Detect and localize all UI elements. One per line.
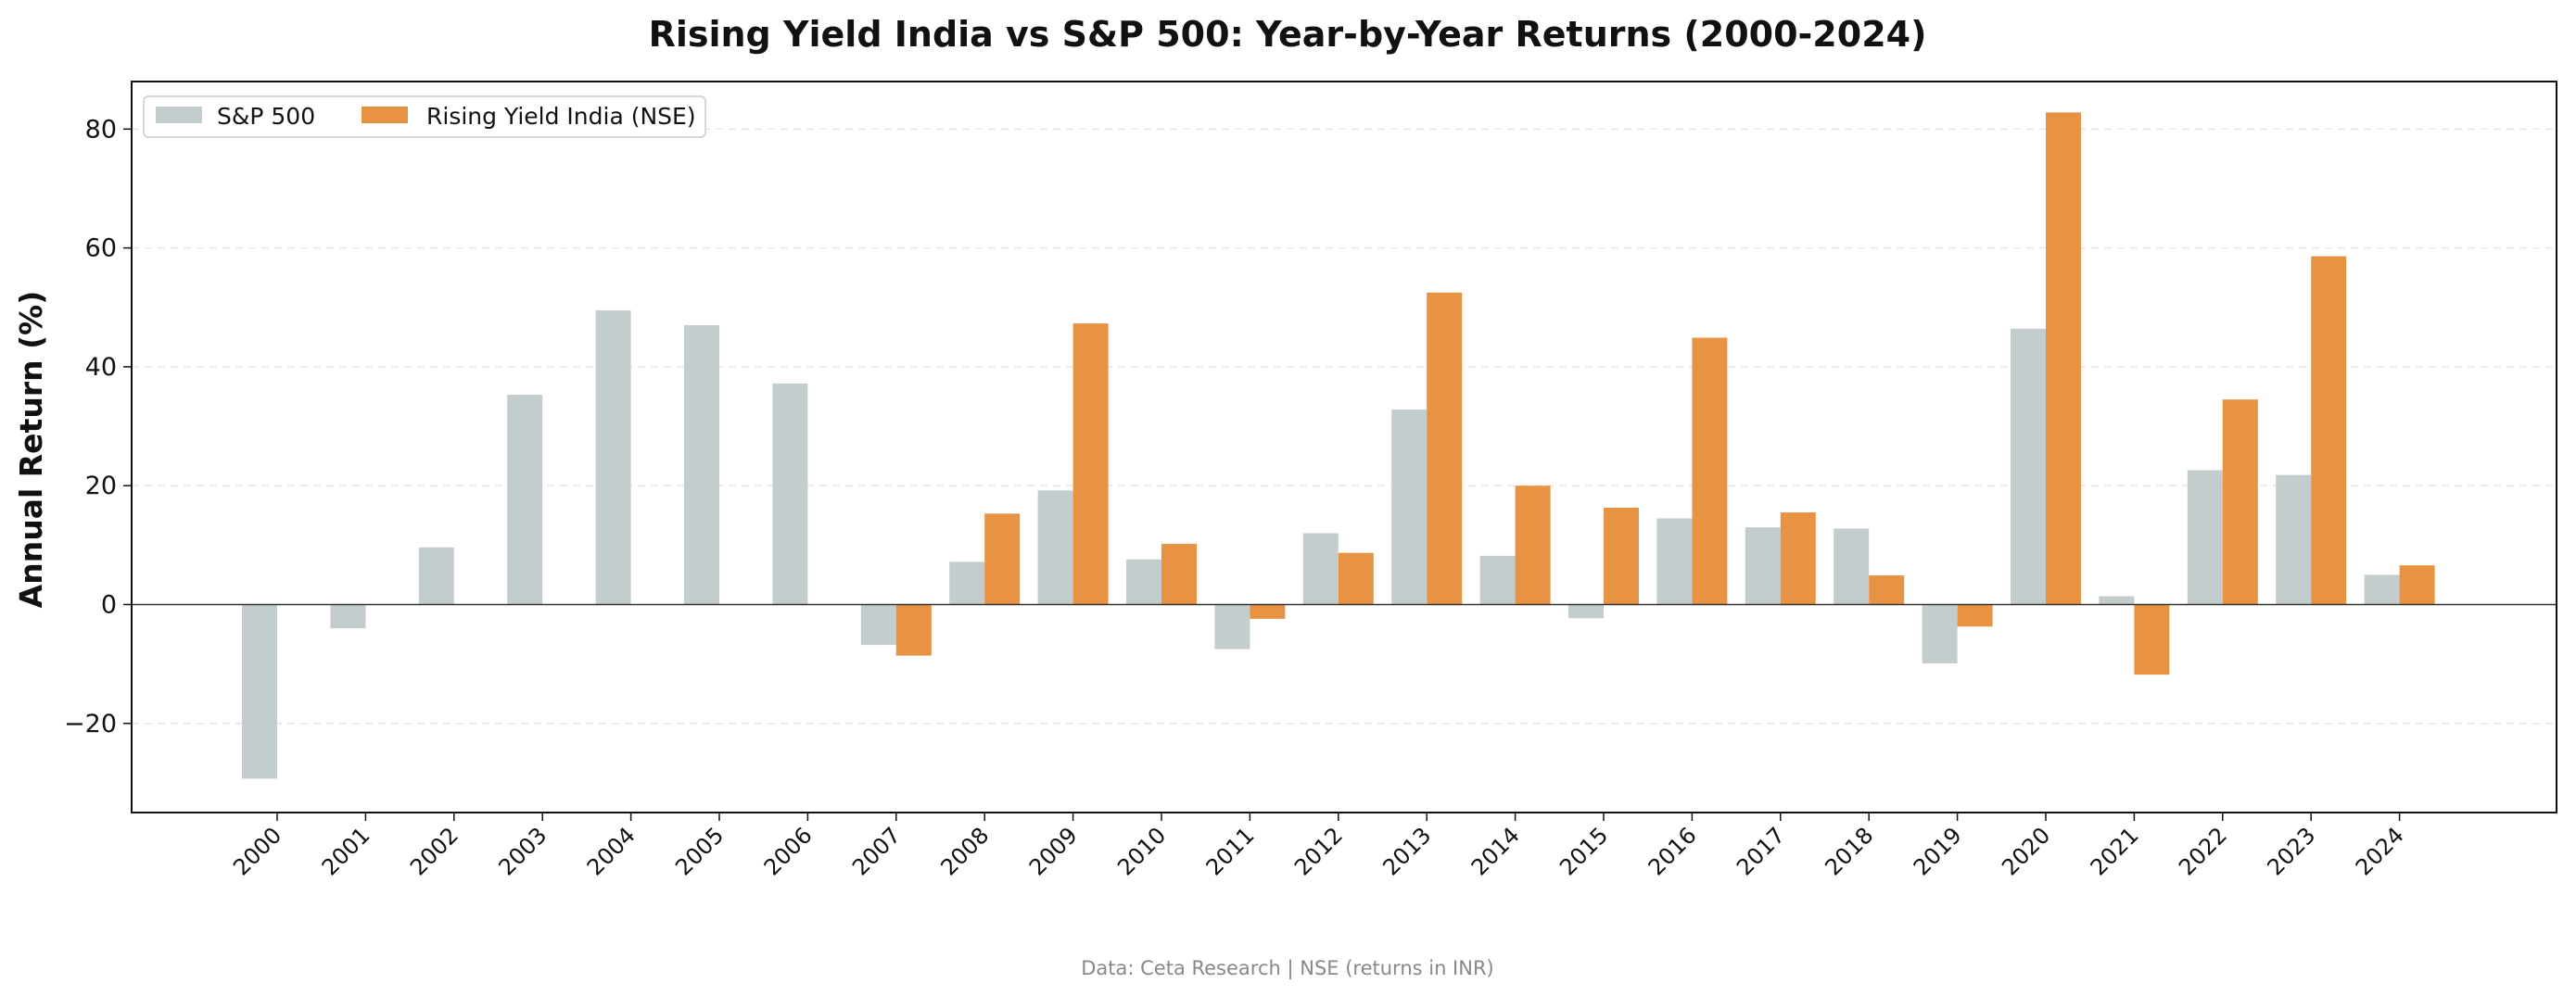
bar-sp500 xyxy=(2187,470,2223,605)
bar-rising-yield-india xyxy=(1250,604,1286,619)
bar-rising-yield-india xyxy=(1692,337,1728,605)
bar-sp500 xyxy=(1834,528,1870,605)
legend: S&P 500 Rising Yield India (NSE) xyxy=(143,95,706,138)
bar-rising-yield-india xyxy=(1869,575,1905,605)
legend-label: S&P 500 xyxy=(217,103,315,130)
y-axis: −20 0 20 40 60 80 xyxy=(64,115,132,738)
legend-label: Rising Yield India (NSE) xyxy=(426,103,696,130)
bar-sp500 xyxy=(1126,559,1161,605)
bars xyxy=(242,112,2435,779)
bar-sp500 xyxy=(242,604,277,779)
bar-rising-yield-india xyxy=(1427,292,1463,605)
bar-rising-yield-india xyxy=(1338,552,1374,605)
bar-sp500 xyxy=(1656,518,1693,605)
x-tick-label: 2002 xyxy=(405,822,463,880)
bar-sp500 xyxy=(2099,596,2135,605)
y-tick-label: −20 xyxy=(64,710,117,738)
bar-sp500 xyxy=(2011,328,2046,605)
bar-sp500 xyxy=(772,383,808,605)
legend-swatch xyxy=(362,107,408,123)
bar-sp500 xyxy=(1479,555,1516,605)
bar-rising-yield-india xyxy=(1957,604,1993,627)
x-tick-label: 2011 xyxy=(1201,822,1260,880)
y-tick-label: 0 xyxy=(101,590,117,619)
x-tick-label: 2015 xyxy=(1554,822,1613,880)
y-tick-label: 20 xyxy=(85,472,117,500)
bar-sp500 xyxy=(1302,533,1339,605)
x-tick-label: 2018 xyxy=(1820,822,1878,880)
bar-sp500 xyxy=(1568,604,1604,619)
chart-title: Rising Yield India vs S&P 500: Year-by-Y… xyxy=(649,14,1927,55)
x-tick-label: 2009 xyxy=(1024,822,1083,880)
x-tick-label: 2007 xyxy=(847,822,906,880)
bar-rising-yield-india xyxy=(1072,323,1109,605)
bar-sp500 xyxy=(2364,574,2400,605)
bar-sp500 xyxy=(1214,604,1250,649)
x-tick-label: 2008 xyxy=(935,822,994,880)
bar-sp500 xyxy=(1391,410,1428,605)
bar-sp500 xyxy=(595,309,631,605)
bar-sp500 xyxy=(684,325,719,605)
gridlines xyxy=(132,128,2557,725)
bar-rising-yield-india xyxy=(2399,565,2435,605)
y-tick-label: 40 xyxy=(85,353,117,382)
x-tick-label: 2000 xyxy=(228,822,286,880)
x-tick-label: 2005 xyxy=(670,822,729,880)
x-tick-label: 2024 xyxy=(2351,822,2409,880)
x-tick-label: 2016 xyxy=(1643,822,1702,880)
y-tick-label: 80 xyxy=(85,115,117,144)
bar-sp500 xyxy=(2276,474,2312,605)
bar-sp500 xyxy=(330,604,366,629)
x-tick-label: 2020 xyxy=(1997,822,2055,880)
y-tick-label: 60 xyxy=(85,234,117,263)
bar-rising-yield-india xyxy=(1515,485,1551,605)
x-tick-label: 2004 xyxy=(582,822,641,880)
bar-sp500 xyxy=(1922,604,1958,663)
bar-rising-yield-india xyxy=(984,513,1021,605)
bar-sp500 xyxy=(860,604,896,646)
bar-rising-yield-india xyxy=(1604,507,1639,605)
x-tick-label: 2013 xyxy=(1377,822,1436,880)
legend-swatch xyxy=(156,107,202,123)
bar-sp500 xyxy=(507,395,543,605)
x-tick-label: 2003 xyxy=(493,822,552,880)
x-tick-label: 2012 xyxy=(1289,822,1348,880)
x-tick-label: 2022 xyxy=(2174,822,2232,880)
x-axis: 2000 2001 2002 2003 2004 2005 2006 2007 2008 2009… xyxy=(228,813,2409,880)
y-axis-label: Annual Return (%) xyxy=(13,291,49,609)
x-tick-label: 2006 xyxy=(759,822,818,880)
bar-rising-yield-india xyxy=(2222,399,2258,605)
bar-rising-yield-india xyxy=(2311,256,2347,605)
bar-rising-yield-india xyxy=(2134,604,2170,675)
x-tick-label: 2023 xyxy=(2262,822,2320,880)
x-tick-label: 2001 xyxy=(317,822,375,880)
bar-rising-yield-india xyxy=(2046,112,2081,605)
x-tick-label: 2014 xyxy=(1466,822,1525,880)
bar-rising-yield-india xyxy=(1161,544,1197,605)
bar-sp500 xyxy=(949,561,985,605)
source-note: Data: Ceta Research | NSE (returns in IN… xyxy=(1081,957,1494,980)
bar-sp500 xyxy=(1037,490,1073,605)
bar-sp500 xyxy=(418,547,454,605)
bar-sp500 xyxy=(1745,527,1781,605)
legend-box xyxy=(143,95,706,138)
x-tick-label: 2019 xyxy=(1909,822,1967,880)
x-tick-label: 2021 xyxy=(2086,822,2144,880)
bar-rising-yield-india xyxy=(895,604,932,656)
plot-frame xyxy=(131,81,2557,813)
x-tick-label: 2017 xyxy=(1732,822,1790,880)
bar-rising-yield-india xyxy=(1780,512,1816,605)
x-tick-label: 2010 xyxy=(1112,822,1171,880)
